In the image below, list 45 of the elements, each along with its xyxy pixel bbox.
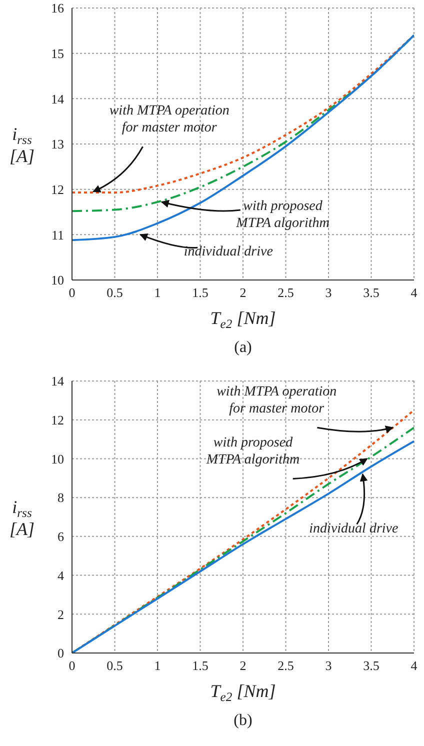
x-tick-label: 2 bbox=[240, 285, 246, 300]
y-tick-label: 14 bbox=[51, 91, 64, 106]
annotation: individual drive bbox=[309, 521, 398, 536]
y-tick-label: 6 bbox=[58, 529, 64, 544]
x-tick-label: 2.5 bbox=[278, 658, 294, 674]
x-tick-label: 3.5 bbox=[363, 285, 380, 300]
x-tick-label: 3 bbox=[325, 285, 332, 300]
x-tick-label: 3 bbox=[325, 658, 332, 674]
x-tick-label: 3.5 bbox=[363, 658, 380, 674]
x-axis-title: T$_{e2}$ [Nm] bbox=[210, 681, 276, 704]
x-tick-label: 0 bbox=[68, 658, 76, 674]
y-tick-label: 12 bbox=[51, 412, 64, 428]
y-tick-label: 15 bbox=[51, 46, 64, 61]
y-tick-label: 11 bbox=[51, 227, 64, 242]
annotation: with MTPA operation for master motor bbox=[216, 384, 337, 417]
annotation: with proposed MTPA algorithm bbox=[235, 199, 330, 232]
x-tick-label: 1 bbox=[154, 285, 161, 300]
y-tick-label: 4 bbox=[58, 568, 64, 583]
x-tick-label: 1.5 bbox=[192, 285, 208, 300]
x-tick-label: 1 bbox=[154, 658, 161, 674]
x-tick-label: 0.5 bbox=[106, 285, 123, 300]
annotation: with MTPA operation for master motor bbox=[109, 104, 230, 136]
x-tick-label: 2 bbox=[240, 658, 246, 674]
y-axis-title: i$_{rss}$ [A] bbox=[9, 124, 35, 166]
x-tick-label: 2.5 bbox=[278, 285, 294, 300]
x-tick-label: 4 bbox=[410, 658, 418, 674]
x-tick-label: 1.5 bbox=[192, 658, 208, 674]
y-tick-label: 10 bbox=[51, 272, 64, 288]
x-tick-label: 0.5 bbox=[106, 658, 123, 674]
text: (b) bbox=[234, 712, 252, 729]
x-tick-label: 4 bbox=[410, 285, 418, 300]
annotation: individual drive bbox=[184, 244, 273, 260]
y-tick-label: 2 bbox=[58, 606, 64, 622]
x-axis-title: T$_{e2}$ [Nm] bbox=[210, 308, 276, 331]
y-axis-title: i$_{rss}$ [A] bbox=[9, 497, 35, 539]
y-tick-label: 14 bbox=[51, 374, 64, 389]
x-tick-label: 0 bbox=[68, 285, 76, 300]
y-tick-label: 0 bbox=[58, 646, 64, 661]
annotation: with proposed MTPA algorithm bbox=[205, 436, 300, 468]
y-tick-label: 8 bbox=[58, 490, 64, 506]
y-tick-label: 16 bbox=[51, 0, 64, 16]
y-tick-label: 12 bbox=[51, 182, 64, 197]
text: (a) bbox=[234, 339, 252, 356]
y-tick-label: 13 bbox=[51, 136, 64, 152]
y-tick-label: 10 bbox=[51, 451, 64, 466]
